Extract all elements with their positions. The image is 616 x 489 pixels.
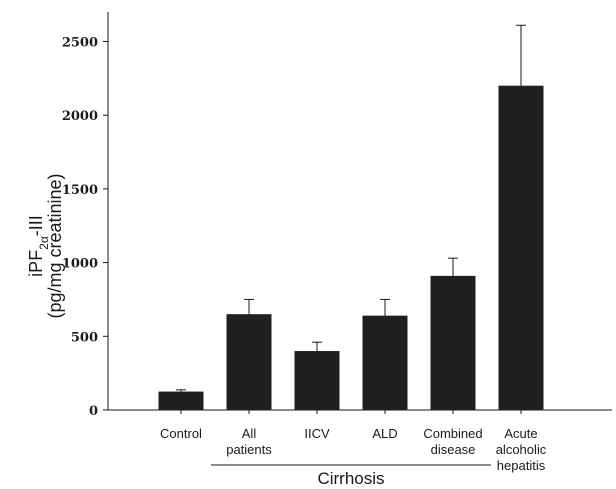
group-label: Cirrhosis (317, 469, 384, 488)
bar (430, 275, 476, 410)
y-axis-label-symbol: iPF (26, 250, 46, 277)
bar (158, 391, 204, 410)
y-axis-label-unit: (pg/mg creatinine) (45, 173, 65, 318)
y-axis-label-subscript: 2α (37, 236, 51, 250)
x-tick-label: Combined disease (423, 426, 482, 457)
y-tick-label: 500 (71, 330, 98, 345)
y-tick-label: 1000 (62, 257, 98, 272)
y-tick-label: 0 (89, 404, 98, 419)
y-tick-label: 2000 (62, 109, 98, 124)
y-axis-label-main: iPF2α-III (26, 215, 51, 277)
bar (498, 85, 544, 410)
x-labels-group: Control All patients IICV ALD Combined disease… (160, 410, 547, 473)
x-tick-label: ALD (372, 426, 397, 441)
bars-group (158, 85, 544, 410)
y-ticks-group: 0 500 1000 1500 2000 2500 (62, 35, 108, 419)
x-tick-label: Control (160, 426, 202, 441)
x-tick-label: IICV (304, 426, 330, 441)
bar (362, 315, 408, 410)
bar (226, 314, 272, 410)
x-tick-label: Acute alcoholic hepatitis (496, 426, 547, 473)
bar (294, 351, 340, 410)
y-axis-label: iPF2α-III (pg/mg creatinine) (26, 173, 65, 318)
y-tick-label: 1500 (62, 183, 98, 198)
y-axis-label-suffix: -III (26, 215, 46, 236)
error-bars-group (176, 24, 526, 392)
x-tick-label: All patients (226, 426, 272, 457)
y-tick-label: 2500 (62, 35, 98, 50)
